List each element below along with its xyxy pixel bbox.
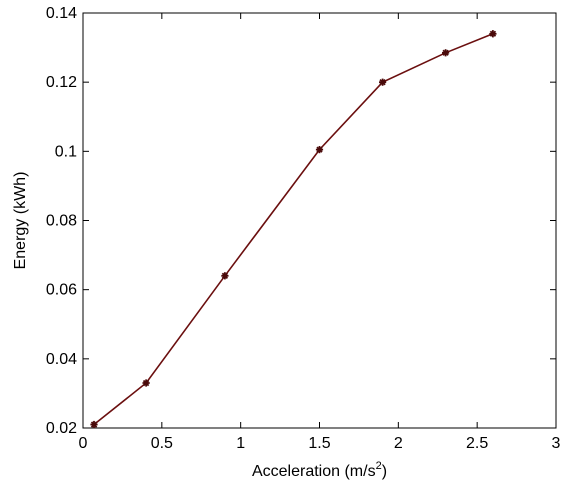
y-tick-label: 0.14 [46,5,77,22]
y-tick-label: 0.06 [46,282,77,299]
x-axis-label-close: ) [382,463,387,480]
marker-stroke [316,146,323,153]
data-point-marker [489,30,497,38]
marker-stroke [379,78,386,86]
marker-stroke [442,49,449,56]
x-axis-label: Acceleration (m/s2) [252,460,387,480]
marker-stroke [142,379,150,387]
x-tick-label: 1 [236,435,245,452]
x-tick-label: 2 [394,435,403,452]
data-point-marker [379,78,387,86]
marker-stroke [90,421,98,428]
x-axis-label-main: Acceleration (m/s [252,463,376,480]
data-point-marker [90,420,98,429]
x-axis-label-superscript: 2 [376,460,382,472]
data-point-marker [442,49,450,57]
data-point-marker [221,272,229,280]
x-tick-label: 1.5 [308,435,330,452]
x-tick-label: 2.5 [466,435,488,452]
marker-stroke [489,30,497,37]
x-tick-label: 3 [552,435,561,452]
y-tick-label: 0.1 [55,143,77,160]
y-tick-label: 0.12 [46,74,77,91]
plot-layer: 0 0.5 1 1.5 2 2.5 3 0.02 0.04 0.06 0.08 0.1 0.12 0.14 [46,5,561,452]
x-tick-label: 0 [79,435,88,452]
y-tick-label: 0.02 [46,420,77,437]
data-point-marker [315,146,324,154]
y-tick-label: 0.08 [46,213,77,230]
x-tick-label: 0.5 [151,435,173,452]
y-axis-label: Energy (kWh) [12,172,29,270]
marker-stroke [221,272,229,280]
data-point-marker [142,379,150,387]
y-tick-label: 0.04 [46,351,77,368]
